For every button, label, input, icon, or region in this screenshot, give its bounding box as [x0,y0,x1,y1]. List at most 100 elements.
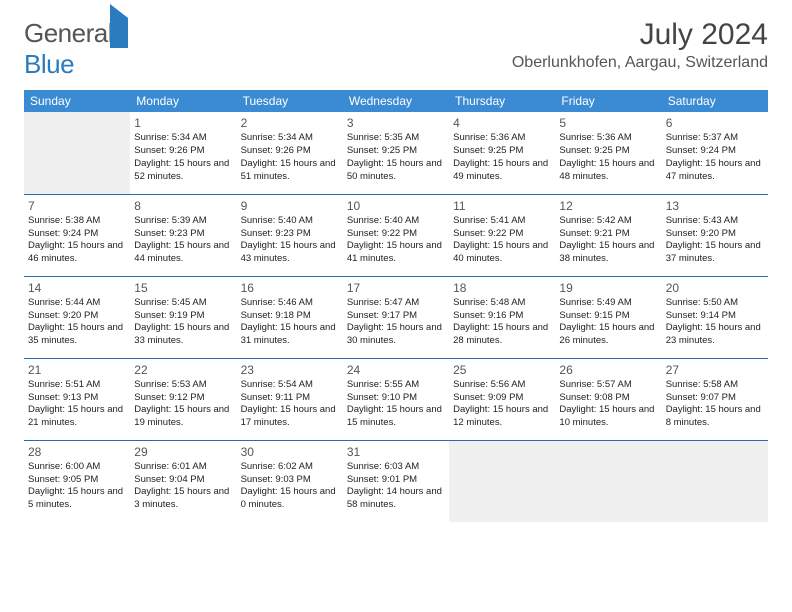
sunrise-text: Sunrise: 5:51 AM [28,379,126,392]
daylight-text: Daylight: 15 hours and 26 minutes. [559,322,657,348]
sunset-text: Sunset: 9:11 PM [241,392,339,405]
weekday-header: Saturday [662,90,768,112]
day-number: 10 [347,198,445,214]
daylight-text: Daylight: 15 hours and 31 minutes. [241,322,339,348]
calendar-week: 14Sunrise: 5:44 AMSunset: 9:20 PMDayligh… [24,276,768,358]
day-number: 23 [241,362,339,378]
sunset-text: Sunset: 9:25 PM [559,145,657,158]
day-number: 28 [28,444,126,460]
calendar-body: 1Sunrise: 5:34 AMSunset: 9:26 PMDaylight… [24,112,768,522]
sunset-text: Sunset: 9:17 PM [347,310,445,323]
day-number: 19 [559,280,657,296]
calendar-day: 27Sunrise: 5:58 AMSunset: 9:07 PMDayligh… [662,358,768,440]
sunset-text: Sunset: 9:23 PM [241,228,339,241]
day-number: 20 [666,280,764,296]
sunrise-text: Sunrise: 6:02 AM [241,461,339,474]
daylight-text: Daylight: 15 hours and 19 minutes. [134,404,232,430]
day-number: 24 [347,362,445,378]
calendar-table: SundayMondayTuesdayWednesdayThursdayFrid… [24,90,768,522]
sunset-text: Sunset: 9:26 PM [134,145,232,158]
daylight-text: Daylight: 15 hours and 38 minutes. [559,240,657,266]
day-number: 9 [241,198,339,214]
sunset-text: Sunset: 9:19 PM [134,310,232,323]
calendar-day: 4Sunrise: 5:36 AMSunset: 9:25 PMDaylight… [449,112,555,194]
sunrise-text: Sunrise: 5:45 AM [134,297,232,310]
sunrise-text: Sunrise: 5:34 AM [241,132,339,145]
day-number: 30 [241,444,339,460]
day-number: 7 [28,198,126,214]
sunrise-text: Sunrise: 5:39 AM [134,215,232,228]
sunrise-text: Sunrise: 5:36 AM [453,132,551,145]
brand-logo: General Blue [24,18,128,80]
sunset-text: Sunset: 9:20 PM [28,310,126,323]
triangle-icon [110,4,128,48]
weekday-header: Monday [130,90,236,112]
daylight-text: Daylight: 15 hours and 44 minutes. [134,240,232,266]
sunset-text: Sunset: 9:21 PM [559,228,657,241]
calendar-day: 22Sunrise: 5:53 AMSunset: 9:12 PMDayligh… [130,358,236,440]
day-number: 21 [28,362,126,378]
calendar-day: 15Sunrise: 5:45 AMSunset: 9:19 PMDayligh… [130,276,236,358]
daylight-text: Daylight: 15 hours and 50 minutes. [347,158,445,184]
day-number: 4 [453,115,551,131]
sunrise-text: Sunrise: 5:57 AM [559,379,657,392]
day-number: 18 [453,280,551,296]
day-number: 31 [347,444,445,460]
sunset-text: Sunset: 9:01 PM [347,474,445,487]
sunset-text: Sunset: 9:15 PM [559,310,657,323]
calendar-day: 17Sunrise: 5:47 AMSunset: 9:17 PMDayligh… [343,276,449,358]
brand-text: General Blue [24,18,128,80]
sunset-text: Sunset: 9:13 PM [28,392,126,405]
sunset-text: Sunset: 9:25 PM [453,145,551,158]
sunset-text: Sunset: 9:18 PM [241,310,339,323]
sunrise-text: Sunrise: 5:46 AM [241,297,339,310]
calendar-day: 5Sunrise: 5:36 AMSunset: 9:25 PMDaylight… [555,112,661,194]
sunrise-text: Sunrise: 5:54 AM [241,379,339,392]
calendar-day: 31Sunrise: 6:03 AMSunset: 9:01 PMDayligh… [343,440,449,522]
sunrise-text: Sunrise: 5:56 AM [453,379,551,392]
day-number: 2 [241,115,339,131]
sunset-text: Sunset: 9:14 PM [666,310,764,323]
daylight-text: Daylight: 15 hours and 35 minutes. [28,322,126,348]
calendar-week: 1Sunrise: 5:34 AMSunset: 9:26 PMDaylight… [24,112,768,194]
calendar-day: 7Sunrise: 5:38 AMSunset: 9:24 PMDaylight… [24,194,130,276]
calendar-day: 25Sunrise: 5:56 AMSunset: 9:09 PMDayligh… [449,358,555,440]
daylight-text: Daylight: 15 hours and 8 minutes. [666,404,764,430]
month-title: July 2024 [512,18,768,52]
sunset-text: Sunset: 9:16 PM [453,310,551,323]
day-number: 25 [453,362,551,378]
calendar-day: 28Sunrise: 6:00 AMSunset: 9:05 PMDayligh… [24,440,130,522]
calendar-day: 21Sunrise: 5:51 AMSunset: 9:13 PMDayligh… [24,358,130,440]
daylight-text: Daylight: 15 hours and 17 minutes. [241,404,339,430]
daylight-text: Daylight: 15 hours and 23 minutes. [666,322,764,348]
daylight-text: Daylight: 15 hours and 5 minutes. [28,486,126,512]
calendar-day: 6Sunrise: 5:37 AMSunset: 9:24 PMDaylight… [662,112,768,194]
calendar-day: 14Sunrise: 5:44 AMSunset: 9:20 PMDayligh… [24,276,130,358]
daylight-text: Daylight: 15 hours and 46 minutes. [28,240,126,266]
sunrise-text: Sunrise: 5:58 AM [666,379,764,392]
sunset-text: Sunset: 9:25 PM [347,145,445,158]
calendar-day: 23Sunrise: 5:54 AMSunset: 9:11 PMDayligh… [237,358,343,440]
calendar-week: 28Sunrise: 6:00 AMSunset: 9:05 PMDayligh… [24,440,768,522]
sunrise-text: Sunrise: 5:47 AM [347,297,445,310]
sunset-text: Sunset: 9:23 PM [134,228,232,241]
calendar-day: 26Sunrise: 5:57 AMSunset: 9:08 PMDayligh… [555,358,661,440]
day-number: 16 [241,280,339,296]
sunrise-text: Sunrise: 5:36 AM [559,132,657,145]
daylight-text: Daylight: 15 hours and 0 minutes. [241,486,339,512]
day-number: 29 [134,444,232,460]
header: General Blue July 2024 Oberlunkhofen, Aa… [24,18,768,80]
sunrise-text: Sunrise: 5:49 AM [559,297,657,310]
day-number: 22 [134,362,232,378]
calendar-empty [555,440,661,522]
weekday-header: Wednesday [343,90,449,112]
brand-part2: Blue [24,49,74,79]
sunrise-text: Sunrise: 5:42 AM [559,215,657,228]
day-number: 6 [666,115,764,131]
day-number: 5 [559,115,657,131]
calendar-empty [449,440,555,522]
sunrise-text: Sunrise: 5:55 AM [347,379,445,392]
sunrise-text: Sunrise: 6:00 AM [28,461,126,474]
day-number: 17 [347,280,445,296]
calendar-day: 8Sunrise: 5:39 AMSunset: 9:23 PMDaylight… [130,194,236,276]
